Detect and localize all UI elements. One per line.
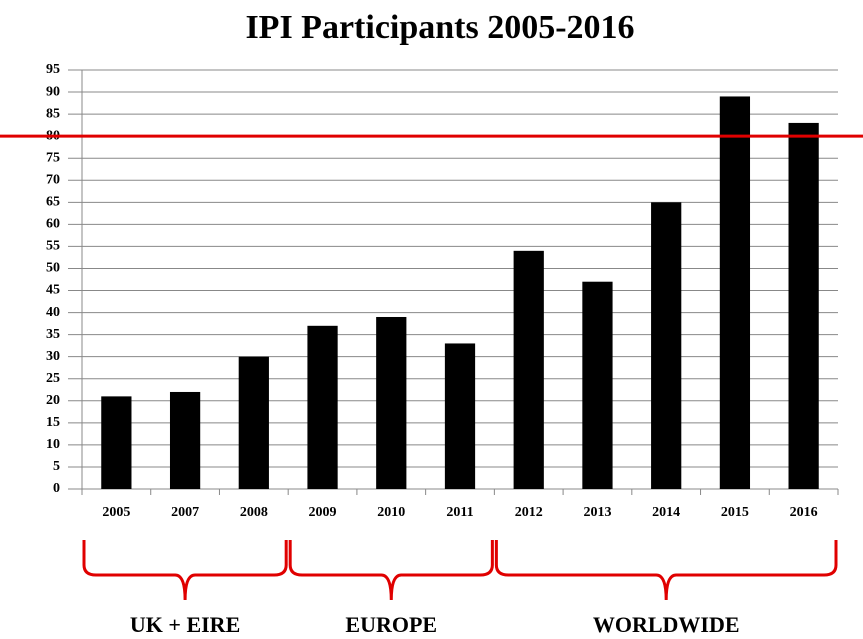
bar xyxy=(651,202,682,489)
x-tick-label: 2012 xyxy=(515,505,543,520)
y-tick-label: 35 xyxy=(46,327,60,342)
x-tick-label: 2008 xyxy=(240,505,268,520)
chart-title: IPI Participants 2005-2016 xyxy=(245,9,634,46)
group-brace xyxy=(288,540,494,601)
x-tick-label: 2014 xyxy=(652,505,680,520)
x-tick-label: 2007 xyxy=(171,505,199,520)
bar xyxy=(788,122,819,489)
x-tick-label: 2013 xyxy=(583,505,611,520)
x-tick-label: 2016 xyxy=(790,505,818,520)
y-tick-label: 20 xyxy=(46,393,60,408)
y-tick-label: 40 xyxy=(46,305,60,320)
x-tick-label: 2011 xyxy=(446,505,473,520)
group-label: EUROPE xyxy=(345,612,437,637)
y-tick-label: 0 xyxy=(53,481,60,496)
bar xyxy=(376,316,407,489)
group-label: UK + EIRE xyxy=(130,612,240,637)
y-tick-label: 90 xyxy=(46,84,60,99)
y-tick-label: 85 xyxy=(46,106,60,121)
y-tick-label: 10 xyxy=(46,437,60,452)
y-tick-label: 30 xyxy=(46,349,60,364)
bar xyxy=(719,96,751,489)
y-tick-label: 65 xyxy=(46,195,60,210)
y-tick-label: 55 xyxy=(46,239,60,254)
x-tick-label: 2015 xyxy=(721,505,749,520)
bar xyxy=(582,281,613,489)
y-tick-label: 75 xyxy=(46,150,60,165)
y-tick-label: 5 xyxy=(53,459,60,474)
y-tick-label: 60 xyxy=(46,217,60,232)
y-tick-label: 45 xyxy=(46,283,60,298)
y-tick-label: 70 xyxy=(46,172,60,187)
y-tick-label: 50 xyxy=(46,261,60,276)
y-tick-label: 15 xyxy=(46,415,60,430)
x-tick-label: 2010 xyxy=(377,505,405,520)
bar xyxy=(169,391,201,489)
y-tick-label: 95 xyxy=(46,62,60,77)
y-tick-label: 25 xyxy=(46,371,60,386)
x-tick-label: 2005 xyxy=(102,505,130,520)
group-brace xyxy=(494,540,838,601)
bar xyxy=(307,325,338,489)
group-brace xyxy=(82,540,288,601)
bar xyxy=(238,356,269,489)
bar xyxy=(513,250,544,489)
group-label: WORLDWIDE xyxy=(593,612,740,637)
bar xyxy=(101,396,132,489)
bar xyxy=(444,343,476,489)
x-tick-label: 2009 xyxy=(309,505,337,520)
